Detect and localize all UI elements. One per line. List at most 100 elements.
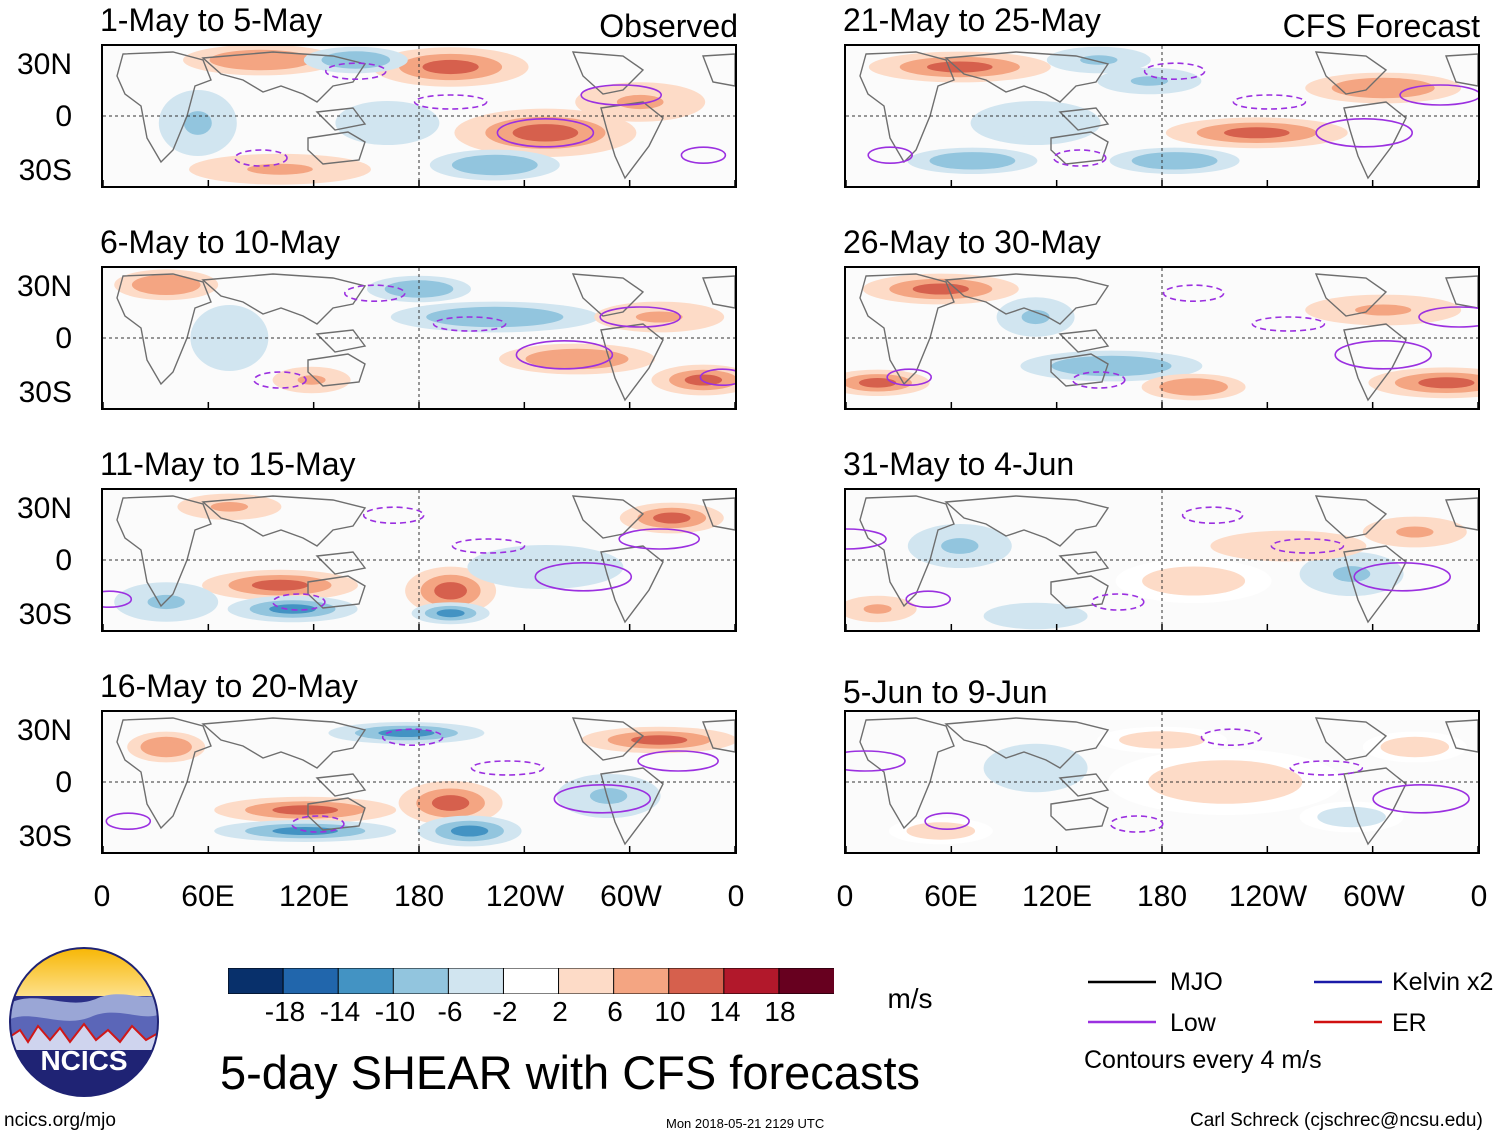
panel-title-fc-1: 21-May to 25-May: [843, 2, 1101, 38]
coastline: [201, 717, 367, 769]
shear-anomaly-patch: [232, 54, 290, 66]
coastline: [702, 275, 735, 309]
map-panel-fc-3: [844, 488, 1480, 632]
coastline: [1050, 575, 1109, 609]
coastline: [571, 273, 645, 317]
panel-title-obs-1: 1-May to 5-May: [100, 2, 323, 38]
colorbar-swatch: [613, 968, 670, 994]
low-contour: [637, 750, 719, 772]
low-contour: [103, 590, 133, 608]
shear-anomaly-patch: [517, 559, 574, 575]
shear-anomaly-patch: [589, 788, 628, 804]
coastline: [702, 497, 735, 531]
colorbar-swatch: [558, 968, 615, 994]
low-contour: [1315, 118, 1414, 148]
shear-anomaly-patch: [471, 159, 519, 171]
shear-anomaly-patch: [1138, 735, 1186, 745]
colorbar-tick: -18: [264, 996, 306, 1027]
shear-anomaly-patch: [297, 375, 326, 385]
shear-anomaly-patch: [1396, 526, 1434, 538]
low-contour: [1072, 371, 1126, 389]
colorbar-swatch: [447, 968, 505, 994]
colorbar-tick: -6: [437, 996, 463, 1027]
low-contour: [451, 538, 526, 554]
panel-title-fc-3: 31-May to 4-Jun: [843, 446, 1075, 482]
shear-map: [103, 268, 735, 408]
coastline: [1058, 329, 1110, 353]
shear-anomaly-patch: [251, 579, 309, 591]
legend-label-kelvin: Kelvin x2: [1392, 968, 1494, 996]
coastline: [1050, 797, 1109, 831]
shear-anomaly-patch: [653, 512, 691, 524]
shear-anomaly-patch: [922, 826, 960, 836]
shear-anomaly-patch: [1151, 156, 1198, 166]
shear-anomaly-patch: [949, 156, 996, 166]
shear-anomaly-patch: [422, 59, 479, 75]
lon-label: 120E: [278, 880, 350, 913]
lon-label: 0: [727, 880, 745, 913]
colorbar-swatch: [337, 968, 395, 994]
colorbar-tick: 6: [607, 996, 623, 1027]
low-contour: [680, 146, 727, 164]
lat-label: 0: [55, 100, 72, 133]
coastline: [1445, 275, 1478, 309]
shear-anomaly-patch: [1130, 76, 1169, 86]
low-contour: [886, 368, 933, 386]
colorbar-tick: -2: [492, 996, 518, 1027]
map-panel-obs-4: [101, 710, 737, 854]
map-panel-obs-3: [101, 488, 737, 632]
colorbar-tick: 14: [709, 996, 741, 1027]
panel-title-fc-2: 26-May to 30-May: [843, 224, 1101, 260]
shear-map: [103, 712, 735, 852]
shear-anomaly-patch: [337, 55, 375, 65]
lon-label: 60E: [181, 880, 235, 913]
low-contour: [618, 528, 701, 550]
lon-label: 180: [1136, 880, 1188, 913]
shear-anomaly-patch: [457, 311, 533, 323]
lat-label: 30N: [16, 48, 72, 81]
colorbar-tick: -10: [374, 996, 416, 1027]
lon-label: 60W: [1343, 880, 1405, 913]
coastline: [571, 51, 645, 95]
colorbar-tick: 2: [552, 996, 568, 1027]
coastline: [116, 51, 212, 164]
shear-anomaly-patch: [858, 378, 897, 388]
map-panel-obs-2: [101, 266, 737, 410]
lon-label: 120W: [485, 880, 565, 913]
low-contour: [432, 316, 507, 332]
low-contour: [534, 562, 633, 592]
low-contour: [234, 149, 288, 167]
coastline: [1058, 107, 1110, 131]
low-contour: [599, 306, 682, 328]
low-contour: [1053, 149, 1107, 167]
shear-anomaly-patch: [147, 279, 185, 291]
low-contour: [1251, 316, 1326, 332]
lat-label: 30S: [18, 154, 72, 187]
shear-anomaly-patch: [434, 582, 467, 600]
shear-map: [846, 712, 1478, 852]
low-contour: [1109, 815, 1164, 833]
colorbar-swatch: [723, 968, 780, 994]
shear-anomaly-patch: [1355, 82, 1412, 94]
low-contour: [105, 812, 152, 830]
shear-map: [846, 46, 1478, 186]
coastline: [702, 53, 735, 87]
shear-anomaly-patch: [1078, 360, 1145, 372]
observed-label: Observed: [599, 8, 738, 44]
panel-title-obs-2: 6-May to 10-May: [100, 224, 341, 260]
lat-label: 0: [55, 544, 72, 577]
colorbar-swatch: [392, 968, 450, 994]
low-contour: [1200, 728, 1263, 747]
shear-anomaly-patch: [272, 805, 338, 815]
source-url[interactable]: ncics.org/mjo: [4, 1110, 116, 1131]
coastline: [1050, 353, 1109, 387]
low-contour: [381, 728, 444, 747]
colorbar-tick: 10: [654, 996, 686, 1027]
coastline: [1058, 773, 1110, 797]
low-contour: [1353, 562, 1452, 592]
shear-anomaly-patch: [183, 111, 212, 135]
coastline: [1314, 495, 1388, 539]
shear-anomaly-patch: [548, 353, 606, 365]
lon-label: 0: [836, 880, 854, 913]
coastline: [859, 273, 955, 386]
